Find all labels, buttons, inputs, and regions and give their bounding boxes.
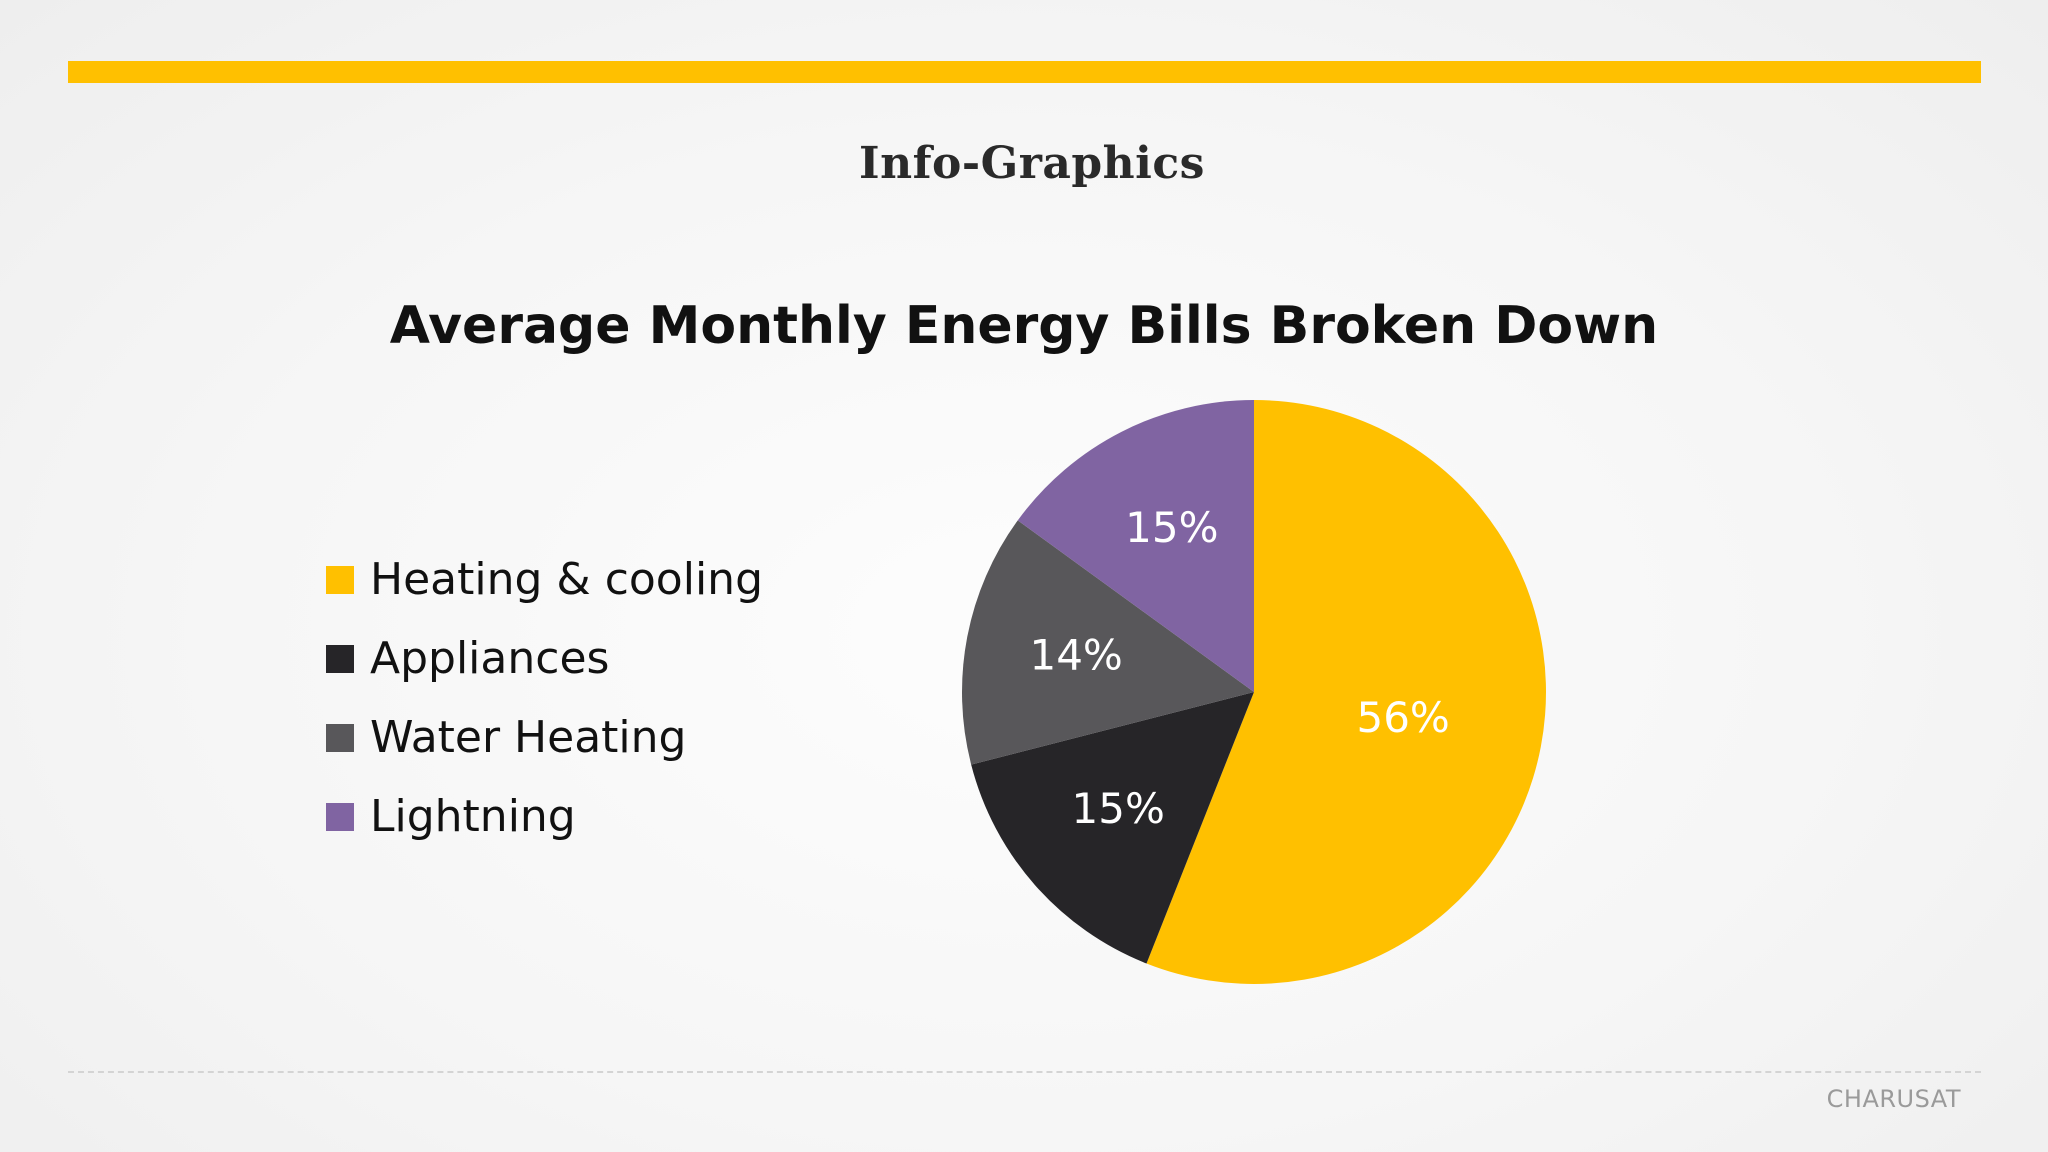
legend-item-appliances: Appliances — [326, 619, 763, 698]
legend-item-lightning: Lightning — [326, 777, 763, 856]
legend-item-heating-cooling: Heating & cooling — [326, 540, 763, 619]
accent-bar — [68, 61, 1981, 83]
pie-slice-water-heating — [962, 520, 1254, 765]
chart-legend: Heating & cooling Appliances Water Heati… — [326, 540, 763, 856]
pie-label-water-heating: 14% — [1029, 631, 1122, 680]
legend-swatch-water-heating — [326, 723, 354, 752]
legend-swatch-appliances — [326, 644, 354, 673]
legend-label-lightning: Lightning — [370, 791, 576, 842]
pie-label-appliances: 15% — [1072, 784, 1165, 833]
legend-label-water-heating: Water Heating — [370, 712, 687, 763]
pie-label-lightning: 15% — [1125, 503, 1218, 552]
chart-title: Average Monthly Energy Bills Broken Down — [389, 296, 1659, 356]
pie-slice-appliances — [971, 692, 1254, 964]
legend-swatch-lightning — [326, 802, 354, 831]
legend-item-water-heating: Water Heating — [326, 698, 763, 777]
slide-heading: Info-Graphics — [859, 138, 1205, 189]
legend-label-heating-cooling: Heating & cooling — [370, 554, 763, 605]
pie-label-heating-cooling: 56% — [1356, 693, 1449, 742]
pie-slice-heating-cooling — [1146, 400, 1547, 985]
footer-brand: CHARUSAT — [1826, 1085, 1961, 1113]
footer-divider — [68, 1071, 1981, 1073]
legend-label-appliances: Appliances — [370, 633, 610, 684]
legend-swatch-heating-cooling — [326, 565, 354, 594]
pie-slice-lightning — [1017, 400, 1254, 692]
